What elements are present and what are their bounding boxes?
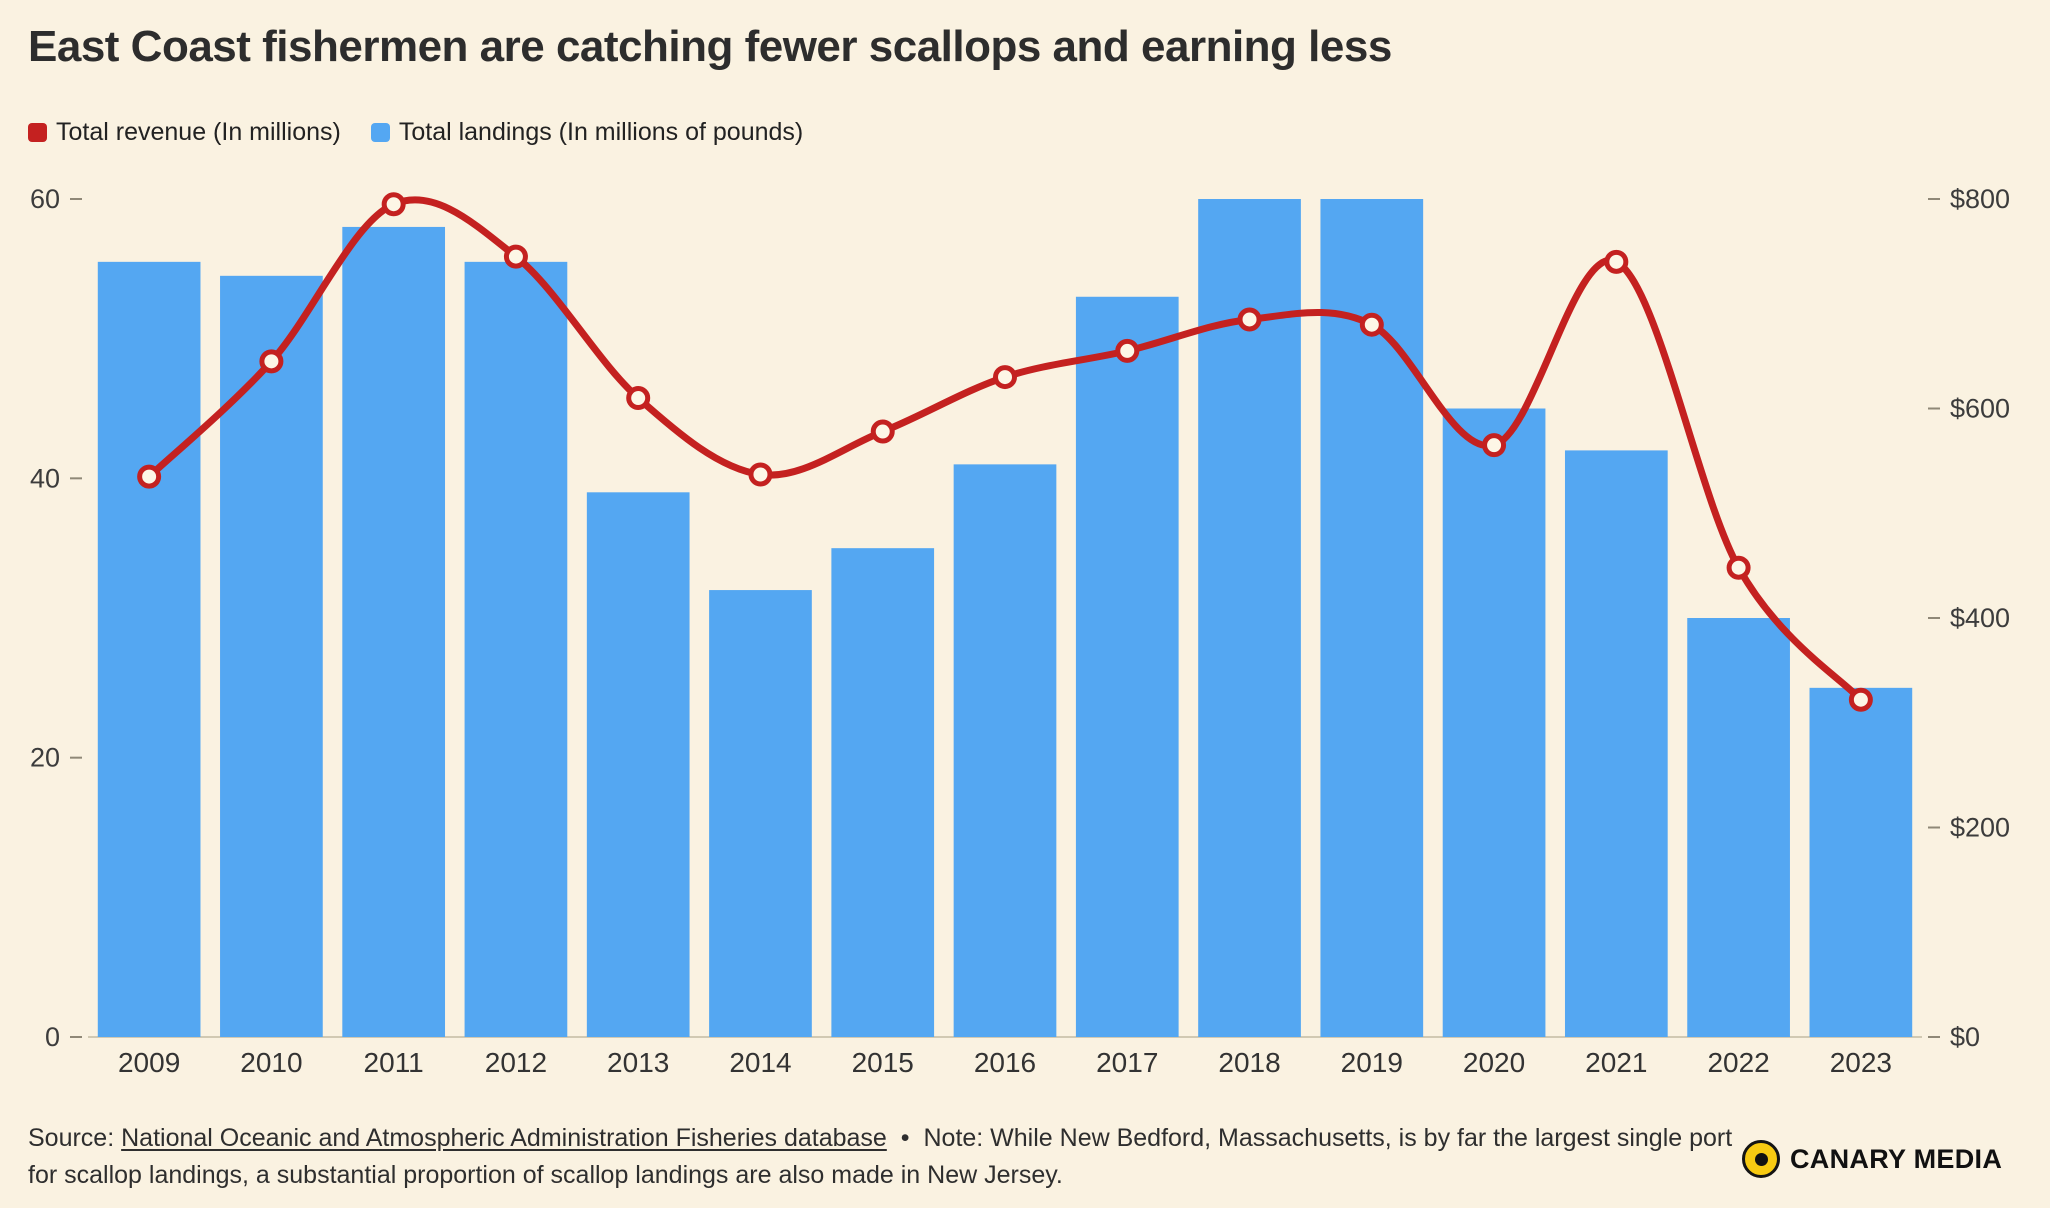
chart-title: East Coast fishermen are catching fewer …	[28, 22, 1392, 71]
revenue-marker-2013	[626, 386, 651, 411]
revenue-marker-2016	[993, 365, 1017, 390]
revenue-marker-2014	[748, 462, 773, 487]
x-axis-label-2015: 2015	[852, 1047, 914, 1078]
x-axis-label-2013: 2013	[607, 1047, 669, 1078]
bar-2013	[586, 492, 690, 1037]
bar-2020	[1442, 408, 1546, 1037]
right-axis-tick-label: $0	[1950, 1022, 1980, 1052]
source-note: Source: National Oceanic and Atmospheric…	[28, 1120, 1733, 1194]
x-axis-label-2010: 2010	[240, 1047, 302, 1078]
x-axis-label-2014: 2014	[729, 1047, 791, 1078]
revenue-marker-2022	[1726, 555, 1751, 580]
left-axis-tick-label: 40	[30, 463, 60, 493]
bar-2012	[464, 261, 568, 1038]
x-axis-label-2022: 2022	[1707, 1047, 1769, 1078]
canary-media-logo[interactable]: CANARY MEDIA	[1742, 1140, 2002, 1178]
revenue-swatch-icon	[28, 123, 47, 142]
revenue-marker-2019	[1359, 312, 1384, 337]
chart-legend: Total revenue (In millions) Total landin…	[28, 118, 803, 147]
bar-2011	[342, 226, 446, 1037]
revenue-marker-2015	[870, 419, 895, 444]
bar-2019	[1320, 199, 1424, 1037]
left-axis-tick-label: 20	[30, 743, 60, 773]
right-axis-tick-label: $400	[1950, 603, 2010, 633]
landings-swatch-icon	[370, 123, 390, 142]
x-axis-label-2011: 2011	[364, 1047, 424, 1078]
bar-2014	[709, 590, 812, 1037]
canary-brand-name: CANARY MEDIA	[1790, 1143, 2003, 1174]
left-axis-tick-label: 60	[30, 184, 60, 214]
x-axis-label-2016: 2016	[974, 1047, 1036, 1078]
bar-2010	[220, 275, 323, 1037]
x-axis-label-2020: 2020	[1463, 1047, 1525, 1078]
revenue-marker-2020	[1482, 433, 1507, 458]
legend-landings-label: Total landings (In millions of pounds)	[398, 118, 804, 146]
source-link[interactable]: National Oceanic and Atmospheric Adminis…	[121, 1124, 887, 1152]
bar-2022	[1687, 618, 1790, 1037]
revenue-marker-2010	[259, 349, 284, 374]
right-axis-tick-label: $200	[1950, 813, 2010, 843]
bar-2016	[953, 464, 1057, 1037]
scallops-chart-canvas: 0 20 40 60 $0 $200 $400 $600 $800 2009 2010 2011 201…	[30, 184, 2010, 1078]
revenue-marker-2017	[1115, 338, 1140, 363]
source-prefix: Source:	[28, 1124, 115, 1152]
x-axis-label-2017: 2017	[1096, 1047, 1158, 1078]
bar-2009	[97, 261, 201, 1038]
bar-2017	[1075, 296, 1179, 1037]
legend-item-landings: Total landings (In millions of pounds)	[370, 118, 804, 147]
x-axis-label-2012: 2012	[485, 1047, 547, 1078]
right-axis-tick-label: $800	[1950, 184, 2010, 214]
revenue-marker-2009	[137, 464, 162, 489]
canary-logo-icon	[1742, 1140, 1780, 1178]
revenue-marker-2021	[1604, 249, 1629, 274]
footer-note-text: Note: While New Bedford, Massachusetts, …	[28, 1124, 1733, 1189]
legend-item-revenue: Total revenue (In millions)	[28, 118, 341, 147]
bar-2015	[831, 548, 935, 1037]
revenue-marker-2011	[381, 192, 406, 217]
bar-2018	[1198, 199, 1301, 1037]
right-axis-tick-label: $600	[1950, 394, 2010, 424]
x-axis-label-2023: 2023	[1830, 1047, 1892, 1078]
revenue-marker-2023	[1848, 687, 1873, 712]
x-axis-label-2021: 2021	[1585, 1047, 1647, 1078]
bar-2021	[1564, 450, 1668, 1037]
separator-bullet: •	[900, 1124, 910, 1152]
landings-bars	[97, 199, 1913, 1038]
left-axis-tick-label: 0	[45, 1022, 60, 1052]
bar-2023	[1809, 687, 1913, 1037]
revenue-marker-2018	[1237, 307, 1262, 332]
x-axis-label-2019: 2019	[1341, 1047, 1403, 1078]
x-axis-label-2018: 2018	[1218, 1047, 1280, 1078]
revenue-marker-2012	[503, 244, 528, 269]
legend-revenue-label: Total revenue (In millions)	[56, 118, 341, 146]
x-axis-label-2009: 2009	[118, 1047, 180, 1078]
revenue-markers	[137, 192, 1873, 712]
